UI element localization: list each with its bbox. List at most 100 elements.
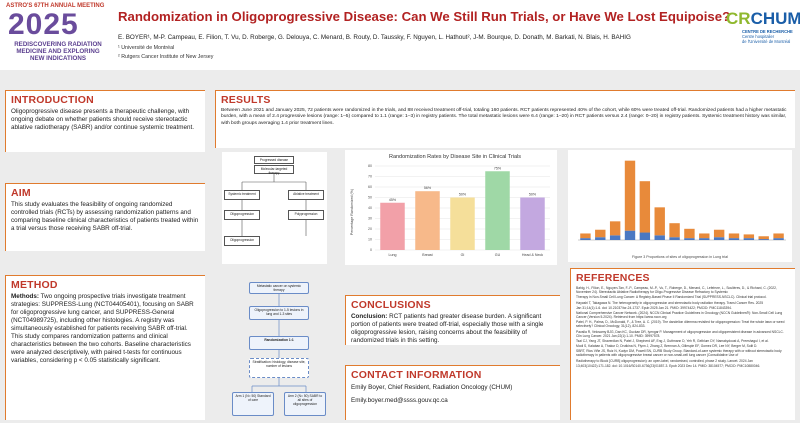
reference: Radiotherapy to Block [CURB] oligoprogre… xyxy=(576,358,753,363)
method-body: Two ongoing prospective trials investiga… xyxy=(11,293,194,365)
results-text: Between June 2021 and January 2025, 72 p… xyxy=(221,108,787,126)
bar xyxy=(520,197,545,250)
bar xyxy=(485,171,510,250)
bar-segment xyxy=(624,160,636,231)
header: ASTRO'S 67TH ANNUAL MEETING 2025 REDISCO… xyxy=(0,0,800,70)
bar-segment xyxy=(669,223,680,238)
bar xyxy=(450,197,475,250)
reference: 13;403(10422):171-182. doi: 10.1016/S014… xyxy=(576,363,761,368)
bar-chart: Randomization Rates by Disease Site in C… xyxy=(345,150,557,265)
diagram-node: Systemic treatment xyxy=(224,190,260,200)
bar-segment xyxy=(595,229,606,238)
theme-line: MEDICINE AND EXPLORING xyxy=(16,47,100,55)
value-label: 56% xyxy=(424,186,432,190)
section-heading: CONCLUSIONS xyxy=(351,299,431,311)
bar xyxy=(415,191,440,250)
bar-segment xyxy=(595,237,606,240)
logo-subtitle: CENTRE DE RECHERCHE Centre hospitalier d… xyxy=(742,29,793,45)
section-heading: CONTACT INFORMATION xyxy=(351,369,482,381)
reference: Modi S, Kalaban A, Thakur D, Drutkina N,… xyxy=(576,344,758,348)
poster-title: Randomization in Oligoprogressive Diseas… xyxy=(118,9,731,24)
contact-email: Emily.boyer.med@ssss.gouv.qc.ca xyxy=(351,397,448,405)
bar-segment xyxy=(639,181,651,233)
introduction-text: Oligoprogressive disease presents a ther… xyxy=(11,108,195,132)
bar-segment xyxy=(773,238,784,240)
bar-segment xyxy=(773,233,784,239)
aim-text: This study evaluates the feasibility of … xyxy=(11,201,199,233)
diagram-node: Oligoprogression xyxy=(224,210,260,220)
chart-caption: Figure 3 Proportions of sites of oligopr… xyxy=(632,255,728,259)
bar-segment xyxy=(609,221,621,236)
y-tick-label: 0 xyxy=(370,248,372,252)
y-tick-label: 40 xyxy=(368,206,372,210)
logo-line: Centre hospitalier xyxy=(742,33,775,39)
bar-segment xyxy=(758,239,769,240)
contact-name: Emily Boyer, Chief Resident, Radiation O… xyxy=(351,384,513,391)
bar-segment xyxy=(654,207,665,236)
reference: Therapy in Non-Small Cell Lung Cancer: A… xyxy=(576,295,767,300)
value-label: 50% xyxy=(459,193,467,197)
conclusions-box: CONCLUSIONS Conclusion: RCT patients had… xyxy=(345,295,560,345)
section-heading: INTRODUCTION xyxy=(11,94,94,106)
diagram-node: Polyprogression xyxy=(288,210,324,220)
y-tick-label: 10 xyxy=(368,238,372,242)
bar-segment xyxy=(639,232,651,240)
affiliation: ¹ Université de Montréal xyxy=(118,45,175,51)
reference: Jan 31;14(1):1-6. doi: 10.21037/tcr-24-1… xyxy=(576,305,732,310)
logo: CRCHUM xyxy=(726,9,800,29)
aim-box: AIM This study evaluates the feasibility… xyxy=(5,183,205,251)
value-label: 50% xyxy=(529,193,537,197)
x-tick-label: Breast xyxy=(422,253,432,257)
section-heading: METHOD xyxy=(11,279,58,291)
x-tick-label: Head & Neck xyxy=(522,253,543,257)
flowchart-node: Randomization 1:1 xyxy=(249,336,309,350)
y-tick-label: 20 xyxy=(368,227,372,231)
bar-segment xyxy=(743,234,755,239)
x-tick-label: GU xyxy=(495,253,501,257)
y-tick-label: 50 xyxy=(368,196,372,200)
diagram-node: Progressed disease xyxy=(254,156,294,164)
flowchart-connectors xyxy=(251,294,307,392)
y-tick-label: 70 xyxy=(368,175,372,179)
y-tick-label: 60 xyxy=(368,185,372,189)
affiliation: ² Rutgers Cancer Institute of New Jersey xyxy=(118,54,214,60)
bar-segment xyxy=(758,236,769,240)
section-heading: RESULTS xyxy=(221,94,271,106)
diagram: Progressed disease Molecular-targeted th… xyxy=(222,152,327,264)
chart-title: Randomization Rates by Disease Site in C… xyxy=(389,154,521,160)
authors: E. BOYER¹, M-P. Campeau, E. Filion, T. V… xyxy=(118,34,631,41)
contact-box: CONTACT INFORMATION Emily Boyer, Chief R… xyxy=(345,365,560,420)
flowchart-node: Stratification: histology, disease site,… xyxy=(249,358,309,378)
logo-chum: CHUM xyxy=(750,9,800,28)
conclusions-text: Conclusion: RCT patients had greater dis… xyxy=(351,313,555,345)
reference: National Comprehensive Cancer Network. (… xyxy=(576,310,783,319)
value-label: 75% xyxy=(494,166,502,170)
diagram-node: Oligoprogression xyxy=(224,236,260,246)
bar-segment xyxy=(684,238,695,240)
diagram-node: Molecular-targeted therapy xyxy=(254,165,294,175)
bar-segment xyxy=(699,238,710,240)
reference: Hayashi T, Takagawa N. The heterogeneity… xyxy=(576,300,764,305)
section-heading: REFERENCES xyxy=(576,272,650,284)
results-box: RESULTS Between June 2021 and January 20… xyxy=(215,90,795,148)
bar xyxy=(380,202,405,250)
bar-segment xyxy=(684,228,695,239)
x-tick-label: Lung xyxy=(389,253,397,257)
bar-segment xyxy=(728,233,740,239)
bar-segment xyxy=(580,238,591,240)
meeting-name: ASTRO'S 67TH ANNUAL MEETING xyxy=(6,3,105,9)
flowchart-node: Arm 2 (N= 50) SABR to all sites of oligo… xyxy=(284,392,326,416)
reference-list: Bahig, H., Filion, E., Nguyen-Tan, F.-P.… xyxy=(576,286,790,368)
y-tick-label: 80 xyxy=(368,164,372,168)
meeting-theme: REDISCOVERING RADIATION MEDICINE AND EXP… xyxy=(3,41,113,63)
bar-segment xyxy=(669,237,680,240)
theme-line: NEW INDICATIONS xyxy=(30,54,86,62)
flowchart-node: Metastatic cancer on systemic therapy xyxy=(249,282,309,294)
y-tick-label: 30 xyxy=(368,217,372,221)
introduction-box: INTRODUCTION Oligoprogressive disease pr… xyxy=(5,90,205,152)
bar-segment xyxy=(713,237,725,240)
stacked-chart: Figure 3 Proportions of sites of oligopr… xyxy=(568,150,792,262)
references-box: REFERENCES Bahig, H., Filion, E., Nguyen… xyxy=(570,268,795,420)
theme-line: REDISCOVERING RADIATION xyxy=(14,41,102,48)
